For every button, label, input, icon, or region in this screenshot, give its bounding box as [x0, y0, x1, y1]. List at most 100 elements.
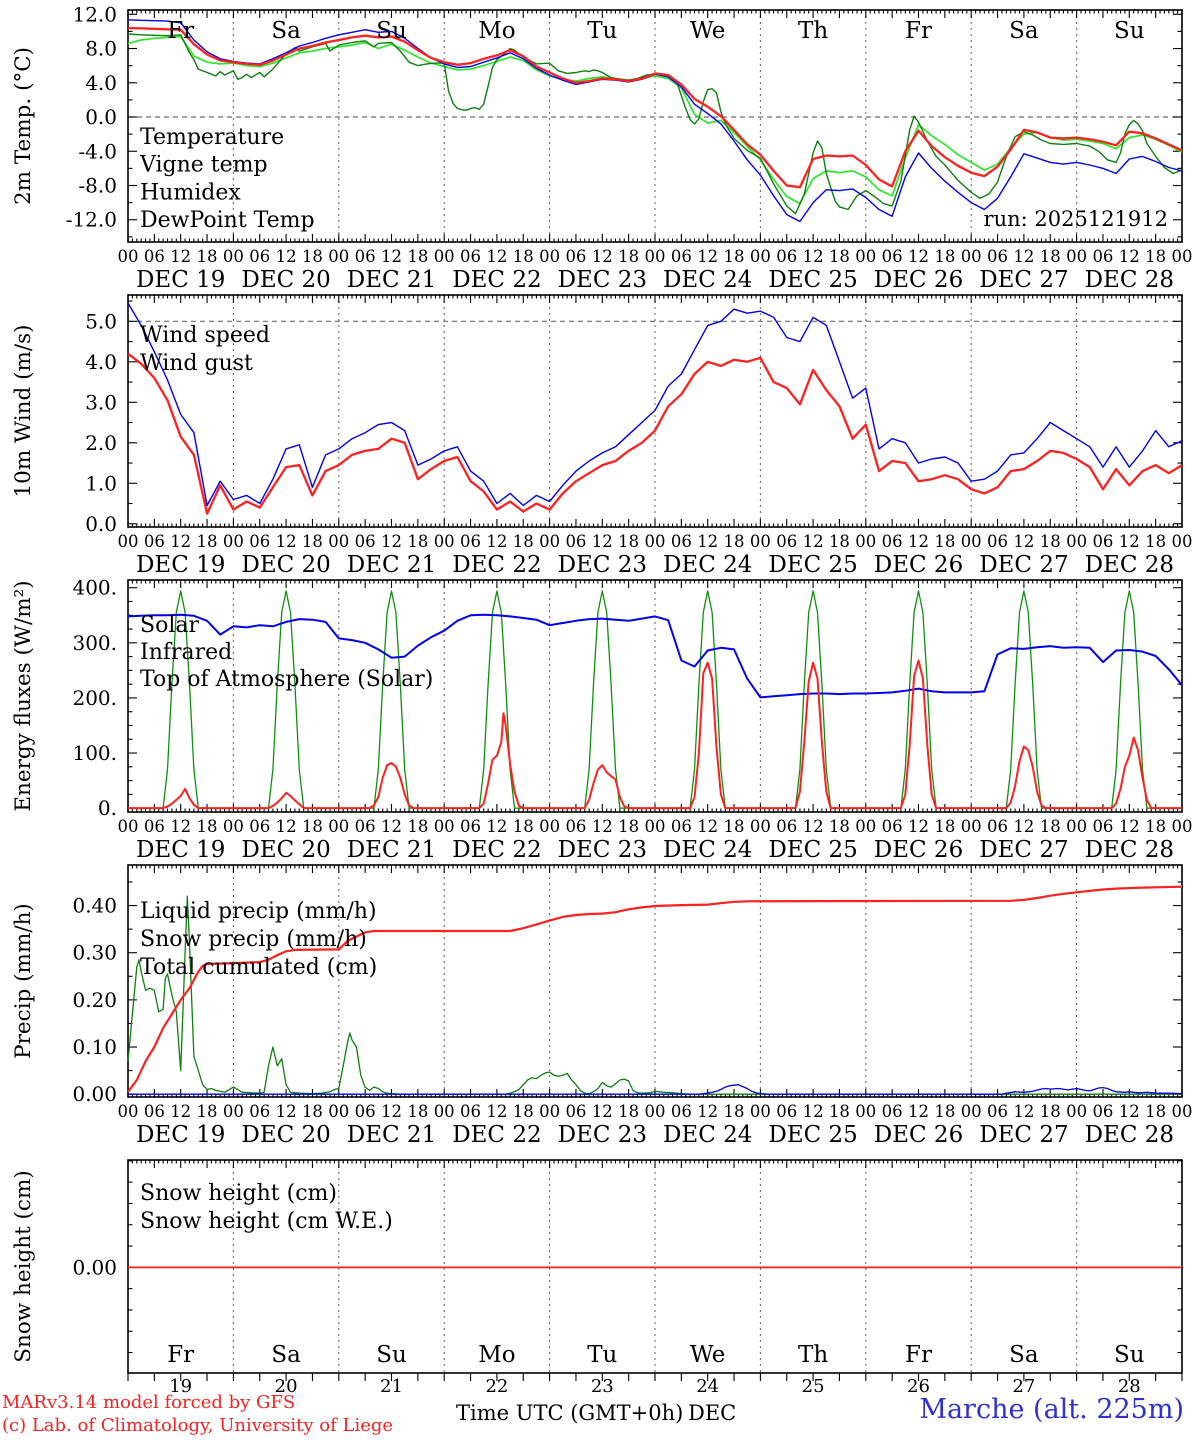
date-label: DEC 23: [558, 837, 647, 863]
hour-label: 12: [276, 1102, 297, 1121]
hour-label: 12: [486, 817, 507, 836]
hour-label: 12: [486, 532, 507, 551]
hour-label: 12: [592, 1102, 613, 1121]
date-label: DEC 20: [241, 552, 330, 578]
date-label: DEC 19: [136, 1122, 225, 1148]
dayname-label: Tu: [587, 1342, 617, 1368]
hour-label: 00: [645, 817, 666, 836]
date-label: DEC 23: [558, 267, 647, 293]
daynum-label: 25: [802, 1376, 825, 1397]
hour-label: 00: [539, 1102, 560, 1121]
ytick-label: 0.40: [72, 894, 117, 918]
hour-label: 12: [1013, 817, 1034, 836]
daynum-label: 23: [591, 1376, 614, 1397]
ytick-label: 3.0: [85, 390, 117, 414]
hour-label: 12: [803, 532, 824, 551]
hour-label: 12: [803, 817, 824, 836]
date-label: DEC 24: [663, 267, 752, 293]
y-axis-title-energy: Energy fluxes (W/m²): [11, 580, 36, 811]
hour-label: 18: [407, 1102, 428, 1121]
y-axis-title-precip: Precip (mm/h): [11, 903, 36, 1059]
ytick-label: 4.0: [85, 71, 117, 95]
hour-label: 18: [1145, 247, 1166, 266]
hour-label: 12: [908, 1102, 929, 1121]
hour-label: 12: [170, 247, 191, 266]
hour-label: 06: [882, 532, 903, 551]
hour-label: 06: [565, 532, 586, 551]
date-label: DEC 19: [136, 267, 225, 293]
ytick-label: 0.30: [72, 941, 117, 965]
date-label: DEC 21: [347, 552, 436, 578]
hour-label: 00: [223, 817, 244, 836]
ytick-label: 0.0: [85, 512, 117, 536]
hour-label: 06: [882, 247, 903, 266]
y-axis-title-snow: Snow height (cm): [11, 1170, 36, 1363]
hour-label: 18: [1040, 247, 1061, 266]
legend-precip-1: Snow precip (mm/h): [140, 927, 367, 952]
hour-label: 06: [144, 1102, 165, 1121]
hour-label: 00: [328, 1102, 349, 1121]
hour-label: 00: [118, 247, 139, 266]
date-label: DEC 28: [1085, 267, 1174, 293]
hour-label: 06: [355, 247, 376, 266]
ytick-label: 8.0: [85, 37, 117, 61]
hour-label: 00: [855, 817, 876, 836]
hour-label: 00: [1172, 817, 1193, 836]
hour-label: 12: [381, 1102, 402, 1121]
hour-label: 06: [355, 532, 376, 551]
hour-label: 18: [1145, 532, 1166, 551]
series-dewpoint-temp: [127, 35, 1183, 205]
date-label: DEC 24: [663, 837, 752, 863]
panel-snow: 0.00 Snow height (cm) Snow height (cm) Snow…: [11, 1159, 1183, 1397]
ytick-label: 100.: [72, 741, 117, 765]
hour-label: 00: [855, 247, 876, 266]
footer-model-credit: MARv3.14 model forced by GFS: [2, 1392, 296, 1413]
hour-label: 00: [1172, 532, 1193, 551]
hour-label: 18: [1145, 1102, 1166, 1121]
hour-label: 12: [592, 532, 613, 551]
hour-label: 00: [750, 247, 771, 266]
hour-label: 18: [513, 247, 534, 266]
dayname-label: Mo: [478, 1342, 515, 1368]
ytick-label: 0.00: [72, 1082, 117, 1106]
hour-label: 18: [407, 532, 428, 551]
series-total-cumulated: [127, 885, 1183, 1093]
hour-label: 18: [302, 247, 323, 266]
hour-label: 18: [513, 532, 534, 551]
series-wind-speed: [127, 352, 1183, 515]
hour-label: 00: [328, 247, 349, 266]
ytick-label: 300.: [72, 631, 117, 655]
hour-label: 06: [249, 817, 270, 836]
hour-label: 12: [1013, 247, 1034, 266]
ytick-label: -12.0: [66, 208, 117, 232]
hour-label: 06: [249, 532, 270, 551]
hour-label: 00: [539, 817, 560, 836]
hour-label: 00: [328, 532, 349, 551]
hour-label: 12: [908, 532, 929, 551]
hour-label: 18: [197, 247, 218, 266]
date-label: DEC 19: [136, 552, 225, 578]
hour-label: 00: [1172, 1102, 1193, 1121]
hour-label: 12: [276, 532, 297, 551]
hour-label: 06: [565, 1102, 586, 1121]
hour-label: 12: [486, 1102, 507, 1121]
panel-temp: 12.0 8.0 4.0 0.0 -4.0 -8.0 -12.0 2m Temp. (°C) T…: [11, 2, 1193, 293]
date-label: DEC 27: [979, 837, 1068, 863]
dayname-label: Fr: [167, 1342, 194, 1368]
dayname-label: Th: [798, 18, 828, 44]
dayname-label: Fr: [167, 18, 194, 44]
hour-label: 00: [539, 532, 560, 551]
hour-label: 06: [144, 817, 165, 836]
hour-label: 06: [882, 817, 903, 836]
hour-label: 12: [486, 247, 507, 266]
hour-label: 00: [118, 1102, 139, 1121]
hour-label: 12: [1119, 817, 1140, 836]
hour-label: 12: [170, 1102, 191, 1121]
hour-label: 06: [565, 817, 586, 836]
hour-label: 00: [750, 532, 771, 551]
hour-label: 00: [223, 532, 244, 551]
hour-label: 18: [829, 817, 850, 836]
date-label: DEC 22: [452, 552, 541, 578]
date-label: DEC 24: [663, 552, 752, 578]
